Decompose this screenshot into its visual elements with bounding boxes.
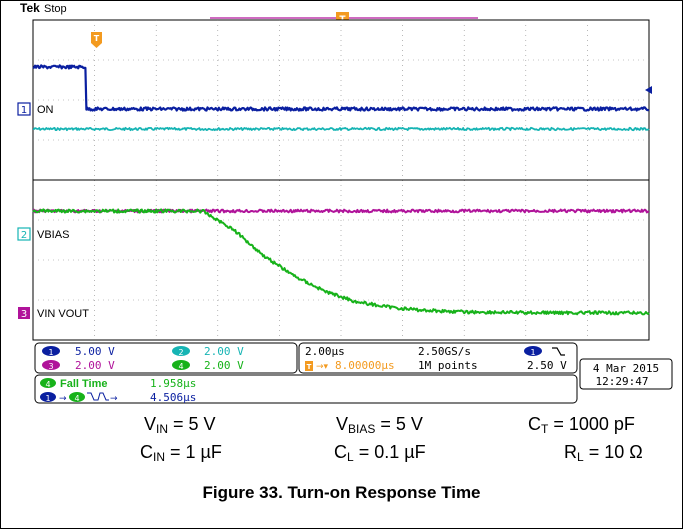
svg-text:Fall Time: Fall Time <box>60 378 107 390</box>
svg-text:4.506µs: 4.506µs <box>150 391 196 404</box>
falling-edge-icon <box>552 347 565 356</box>
ch1-marker[interactable]: 1 <box>17 102 31 116</box>
waveform-traces <box>32 64 650 316</box>
measurements-panel <box>34 374 578 404</box>
condition-cl: CL = 0.1 µF <box>334 442 426 464</box>
svg-text:1: 1 <box>530 348 535 357</box>
svg-text:2: 2 <box>178 348 183 357</box>
trace-ch2 <box>32 126 650 132</box>
acquisition-state: Stop <box>44 3 67 15</box>
ch1-label: ON <box>37 104 54 116</box>
trace-ch4 <box>32 208 650 316</box>
measurement-delay[interactable]: 1 → 4 → 4.506µs <box>40 391 196 404</box>
ch3-label: VIN VOUT <box>37 308 89 320</box>
trace-ch1 <box>32 64 650 112</box>
ch4-scale[interactable]: 4 2.00 V <box>172 359 244 372</box>
figure-caption: Figure 33. Turn-on Response Time <box>202 483 481 502</box>
svg-text:→▾: →▾ <box>316 362 329 372</box>
svg-text:3: 3 <box>21 309 27 320</box>
svg-text:8.00000µs: 8.00000µs <box>335 359 395 372</box>
condition-ct: CT = 1000 pF <box>528 414 635 436</box>
channel-scales-panel <box>34 342 298 374</box>
sample-rate: 2.50GS/s <box>418 345 471 358</box>
timebase-panel <box>298 342 578 374</box>
horizontal-scale[interactable]: 2.00µs <box>305 345 345 358</box>
svg-text:4: 4 <box>74 394 79 403</box>
svg-text:2.00 V: 2.00 V <box>75 359 115 372</box>
brand-logo: Tek <box>20 1 40 15</box>
date-readout: 4 Mar 2015 <box>593 362 659 375</box>
svg-text:→: → <box>59 394 67 404</box>
svg-text:3: 3 <box>48 362 53 371</box>
edge-pair-icon <box>87 392 109 401</box>
trigger-level-arrow-icon <box>645 86 652 94</box>
ch3-marker[interactable]: 3 <box>18 307 30 320</box>
trigger-time-marker-icon: T <box>91 32 102 48</box>
time-readout: 12:29:47 <box>596 375 649 388</box>
condition-cin: CIN = 1 µF <box>140 442 222 464</box>
svg-text:T: T <box>94 34 100 43</box>
trigger-level[interactable]: 2.50 V <box>527 359 567 372</box>
svg-text:1: 1 <box>21 105 27 116</box>
condition-vin: VIN = 5 V <box>144 414 216 436</box>
svg-text:4: 4 <box>45 380 50 389</box>
condition-vbias: VBIAS = 5 V <box>336 414 423 436</box>
svg-text:2.00 V: 2.00 V <box>204 359 244 372</box>
svg-text:T: T <box>307 363 312 371</box>
trigger-position-readout[interactable]: T →▾ 8.00000µs <box>305 359 395 372</box>
ch2-scale[interactable]: 2 2.00 V <box>172 345 244 358</box>
ch3-scale[interactable]: 3 2.00 V <box>42 359 115 372</box>
ch1-scale[interactable]: 1 5.00 V <box>42 345 115 358</box>
svg-text:2: 2 <box>21 230 27 241</box>
svg-text:4: 4 <box>178 362 183 371</box>
svg-text:2.00 V: 2.00 V <box>204 345 244 358</box>
svg-text:1.958µs: 1.958µs <box>150 377 196 390</box>
condition-rl: RL = 10 Ω <box>564 442 643 464</box>
svg-text:1: 1 <box>45 394 50 403</box>
svg-text:→: → <box>110 394 118 404</box>
measurement-fall-time[interactable]: 4 Fall Time 1.958µs <box>40 377 196 390</box>
record-length: 1M points <box>418 359 478 372</box>
ch2-label: VBIAS <box>37 229 69 241</box>
oscilloscope-screen: Tek Stop T T 1 ON 2 VBIAS 3 VIN VOUT 1 5… <box>17 1 673 404</box>
ch2-marker[interactable]: 2 <box>17 227 31 241</box>
datetime-box <box>579 358 673 390</box>
svg-text:5.00 V: 5.00 V <box>75 345 115 358</box>
svg-text:1: 1 <box>48 348 53 357</box>
trigger-source-badge[interactable]: 1 <box>524 346 542 357</box>
